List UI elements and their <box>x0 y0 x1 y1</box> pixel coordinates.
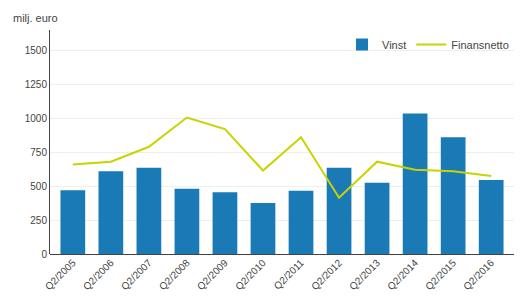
svg-text:Q2/2007: Q2/2007 <box>119 257 154 292</box>
svg-text:Q2/2008: Q2/2008 <box>157 257 192 292</box>
svg-text:Q2/2015: Q2/2015 <box>423 257 458 292</box>
svg-text:0: 0 <box>41 249 47 260</box>
svg-text:Q2/2006: Q2/2006 <box>81 257 116 292</box>
svg-text:Q2/2009: Q2/2009 <box>195 257 230 292</box>
svg-text:Q2/2005: Q2/2005 <box>43 257 78 292</box>
svg-text:Q2/2010: Q2/2010 <box>233 257 268 292</box>
svg-text:Q2/2013: Q2/2013 <box>347 257 382 292</box>
svg-text:Q2/2014: Q2/2014 <box>385 257 420 292</box>
svg-text:1000: 1000 <box>25 113 48 124</box>
svg-text:1500: 1500 <box>25 45 48 56</box>
svg-text:1250: 1250 <box>25 79 48 90</box>
svg-text:Finansnetto: Finansnetto <box>451 39 508 51</box>
svg-text:500: 500 <box>30 181 47 192</box>
svg-text:milj. euro: milj. euro <box>13 12 58 24</box>
svg-text:Vinst: Vinst <box>382 39 406 51</box>
svg-text:Q2/2012: Q2/2012 <box>309 257 344 292</box>
svg-text:750: 750 <box>30 147 47 158</box>
svg-text:Q2/2016: Q2/2016 <box>461 257 496 292</box>
svg-text:Q2/2011: Q2/2011 <box>272 257 307 292</box>
svg-text:250: 250 <box>30 215 47 226</box>
